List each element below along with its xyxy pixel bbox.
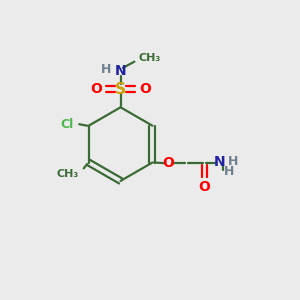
Text: H: H (101, 62, 112, 76)
Text: CH₃: CH₃ (138, 52, 160, 62)
Text: N: N (214, 154, 226, 169)
Text: O: O (139, 82, 151, 96)
Text: H: H (224, 165, 234, 178)
Text: Cl: Cl (61, 118, 74, 131)
Text: H: H (228, 155, 238, 168)
Text: O: O (199, 180, 211, 194)
Text: N: N (115, 64, 126, 78)
Text: O: O (90, 82, 102, 96)
Text: S: S (115, 82, 126, 97)
Text: O: O (162, 156, 174, 170)
Text: CH₃: CH₃ (56, 169, 78, 179)
